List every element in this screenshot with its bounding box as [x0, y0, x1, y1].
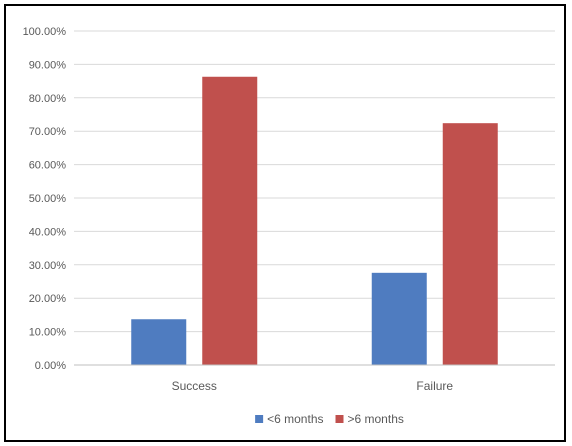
y-tick-label: 80.00%	[29, 93, 67, 105]
y-tick-label: 60.00%	[29, 160, 67, 172]
x-axis: Success Failure	[74, 364, 555, 393]
y-tick-label: 100.00%	[23, 26, 67, 38]
legend-swatch	[335, 415, 344, 423]
y-tick-label: 90.00%	[29, 59, 67, 71]
y-tick-label: 40.00%	[29, 226, 67, 238]
bar-success-series-1	[131, 319, 187, 365]
y-tick-label: 0.00%	[35, 360, 66, 372]
y-tick-label: 70.00%	[29, 126, 67, 138]
x-category-label: Success	[172, 379, 217, 393]
y-tick-label: 10.00%	[29, 327, 67, 339]
bar-success-series-2	[202, 76, 258, 366]
y-tick-label: 50.00%	[29, 193, 67, 205]
legend-label: <6 months	[267, 412, 323, 426]
y-tick-label: 30.00%	[29, 260, 67, 272]
bar-failure-series-1	[371, 272, 427, 365]
y-tick-label: 20.00%	[29, 293, 67, 305]
bar-failure-series-2	[442, 123, 498, 366]
y-axis: 0.00% 10.00% 20.00% 30.00% 40.00% 50.00% 60.00…	[23, 26, 67, 372]
bars	[131, 76, 498, 366]
legend: <6 months >6 months	[255, 412, 404, 426]
x-category-label: Failure	[416, 379, 453, 393]
legend-label: >6 months	[348, 412, 404, 426]
legend-swatch	[255, 415, 264, 423]
